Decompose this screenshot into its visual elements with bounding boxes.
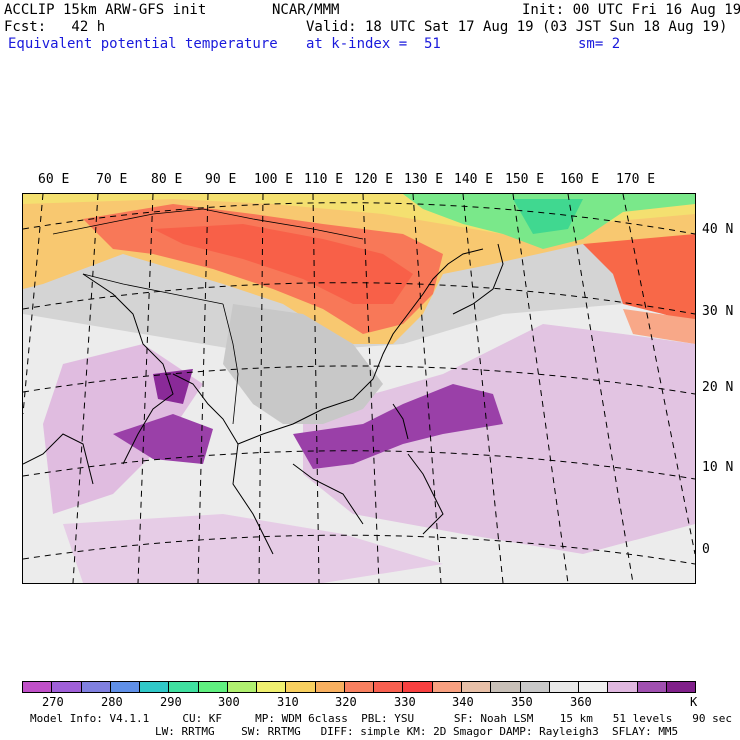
colorbar-swatch — [666, 682, 696, 692]
valid-time: Valid: 18 UTC Sat 17 Aug 19 (03 JST Sun … — [306, 19, 728, 35]
init-time: Init: 00 UTC Fri 16 Aug 19 — [522, 2, 740, 18]
colorbar-label: 320 — [335, 695, 357, 709]
purple-dark-north-bay — [153, 369, 193, 404]
colorbar-swatch — [637, 682, 667, 692]
org-label: NCAR/MMM — [272, 2, 340, 18]
lon-label: 70 E — [96, 172, 128, 187]
colorbar-label: 290 — [160, 695, 182, 709]
lat-label: 20 N — [702, 380, 734, 395]
colorbar-swatch — [579, 682, 609, 692]
field-map — [23, 194, 695, 583]
smoothing: sm= 2 — [578, 36, 621, 52]
lon-label: 80 E — [151, 172, 183, 187]
physics-info: LW: RRTMG SW: RRTMG DIFF: simple KM: 2D … — [155, 725, 679, 738]
model-title: ACCLIP 15km ARW-GFS init — [4, 2, 207, 18]
lon-label: 150 E — [505, 172, 545, 187]
lon-label: 160 E — [560, 172, 600, 187]
lon-label: 170 E — [616, 172, 656, 187]
colorbar-swatch — [52, 682, 82, 692]
pacific-warm-patch — [583, 234, 695, 324]
purple-light-south — [63, 514, 443, 583]
colorbar-swatch — [432, 682, 462, 692]
colorbar-swatch — [403, 682, 433, 692]
lon-label: 120 E — [354, 172, 394, 187]
colorbar-label: 300 — [218, 695, 240, 709]
colorbar-swatch — [227, 682, 258, 692]
purple-light-pacific — [303, 324, 695, 554]
lon-label: 110 E — [304, 172, 344, 187]
lon-label: 90 E — [205, 172, 237, 187]
colorbar-swatch — [169, 682, 199, 692]
level-index: at k-index = 51 — [306, 36, 441, 52]
land-gray-china — [223, 304, 383, 424]
borders — [52, 208, 364, 425]
colorbar-label: 280 — [101, 695, 123, 709]
colorbar-swatch — [198, 682, 228, 692]
colorbar-swatch — [549, 682, 580, 692]
map-panel — [22, 193, 696, 584]
colorbar-swatch — [520, 682, 550, 692]
purple-dark-scs — [293, 384, 503, 469]
green-core — [513, 199, 583, 234]
coastlines — [23, 243, 504, 555]
forecast-hour: Fcst: 42 h — [4, 19, 106, 35]
colorbar-swatch — [257, 682, 287, 692]
colorbar-label: 340 — [452, 695, 474, 709]
colorbar-label: 310 — [277, 695, 299, 709]
colorbar-label: 330 — [394, 695, 416, 709]
colorbar-swatch — [110, 682, 141, 692]
colorbar-swatch — [140, 682, 170, 692]
colorbar-swatch — [491, 682, 521, 692]
lat-label: 30 N — [702, 304, 734, 319]
colorbar — [22, 681, 696, 693]
field-name: Equivalent potential temperature — [8, 36, 278, 52]
lat-label: 40 N — [702, 222, 734, 237]
colorbar-swatch — [461, 682, 492, 692]
colorbar-swatch — [608, 682, 638, 692]
colorbar-label: 350 — [511, 695, 533, 709]
lon-label: 130 E — [404, 172, 444, 187]
lat-label: 0 — [702, 542, 710, 557]
warm-core — [153, 224, 413, 304]
colorbar-unit: K — [690, 695, 698, 709]
pacific-salmon — [623, 309, 695, 344]
lon-label: 100 E — [254, 172, 294, 187]
colorbar-label: 270 — [42, 695, 64, 709]
colorbar-swatch — [315, 682, 345, 692]
lon-label: 60 E — [38, 172, 70, 187]
graticule — [23, 194, 695, 583]
model-info: Model Info: V4.1.1 CU: KF MP: WDM 6class… — [30, 712, 732, 725]
colorbar-swatch — [374, 682, 404, 692]
colorbar-swatch — [286, 682, 316, 692]
lat-label: 10 N — [702, 460, 734, 475]
colorbar-label: 360 — [570, 695, 592, 709]
lon-label: 140 E — [454, 172, 494, 187]
colorbar-swatch — [23, 682, 53, 692]
colorbar-swatch — [344, 682, 375, 692]
colorbar-swatch — [81, 682, 111, 692]
purple-dark-bay — [113, 414, 213, 464]
